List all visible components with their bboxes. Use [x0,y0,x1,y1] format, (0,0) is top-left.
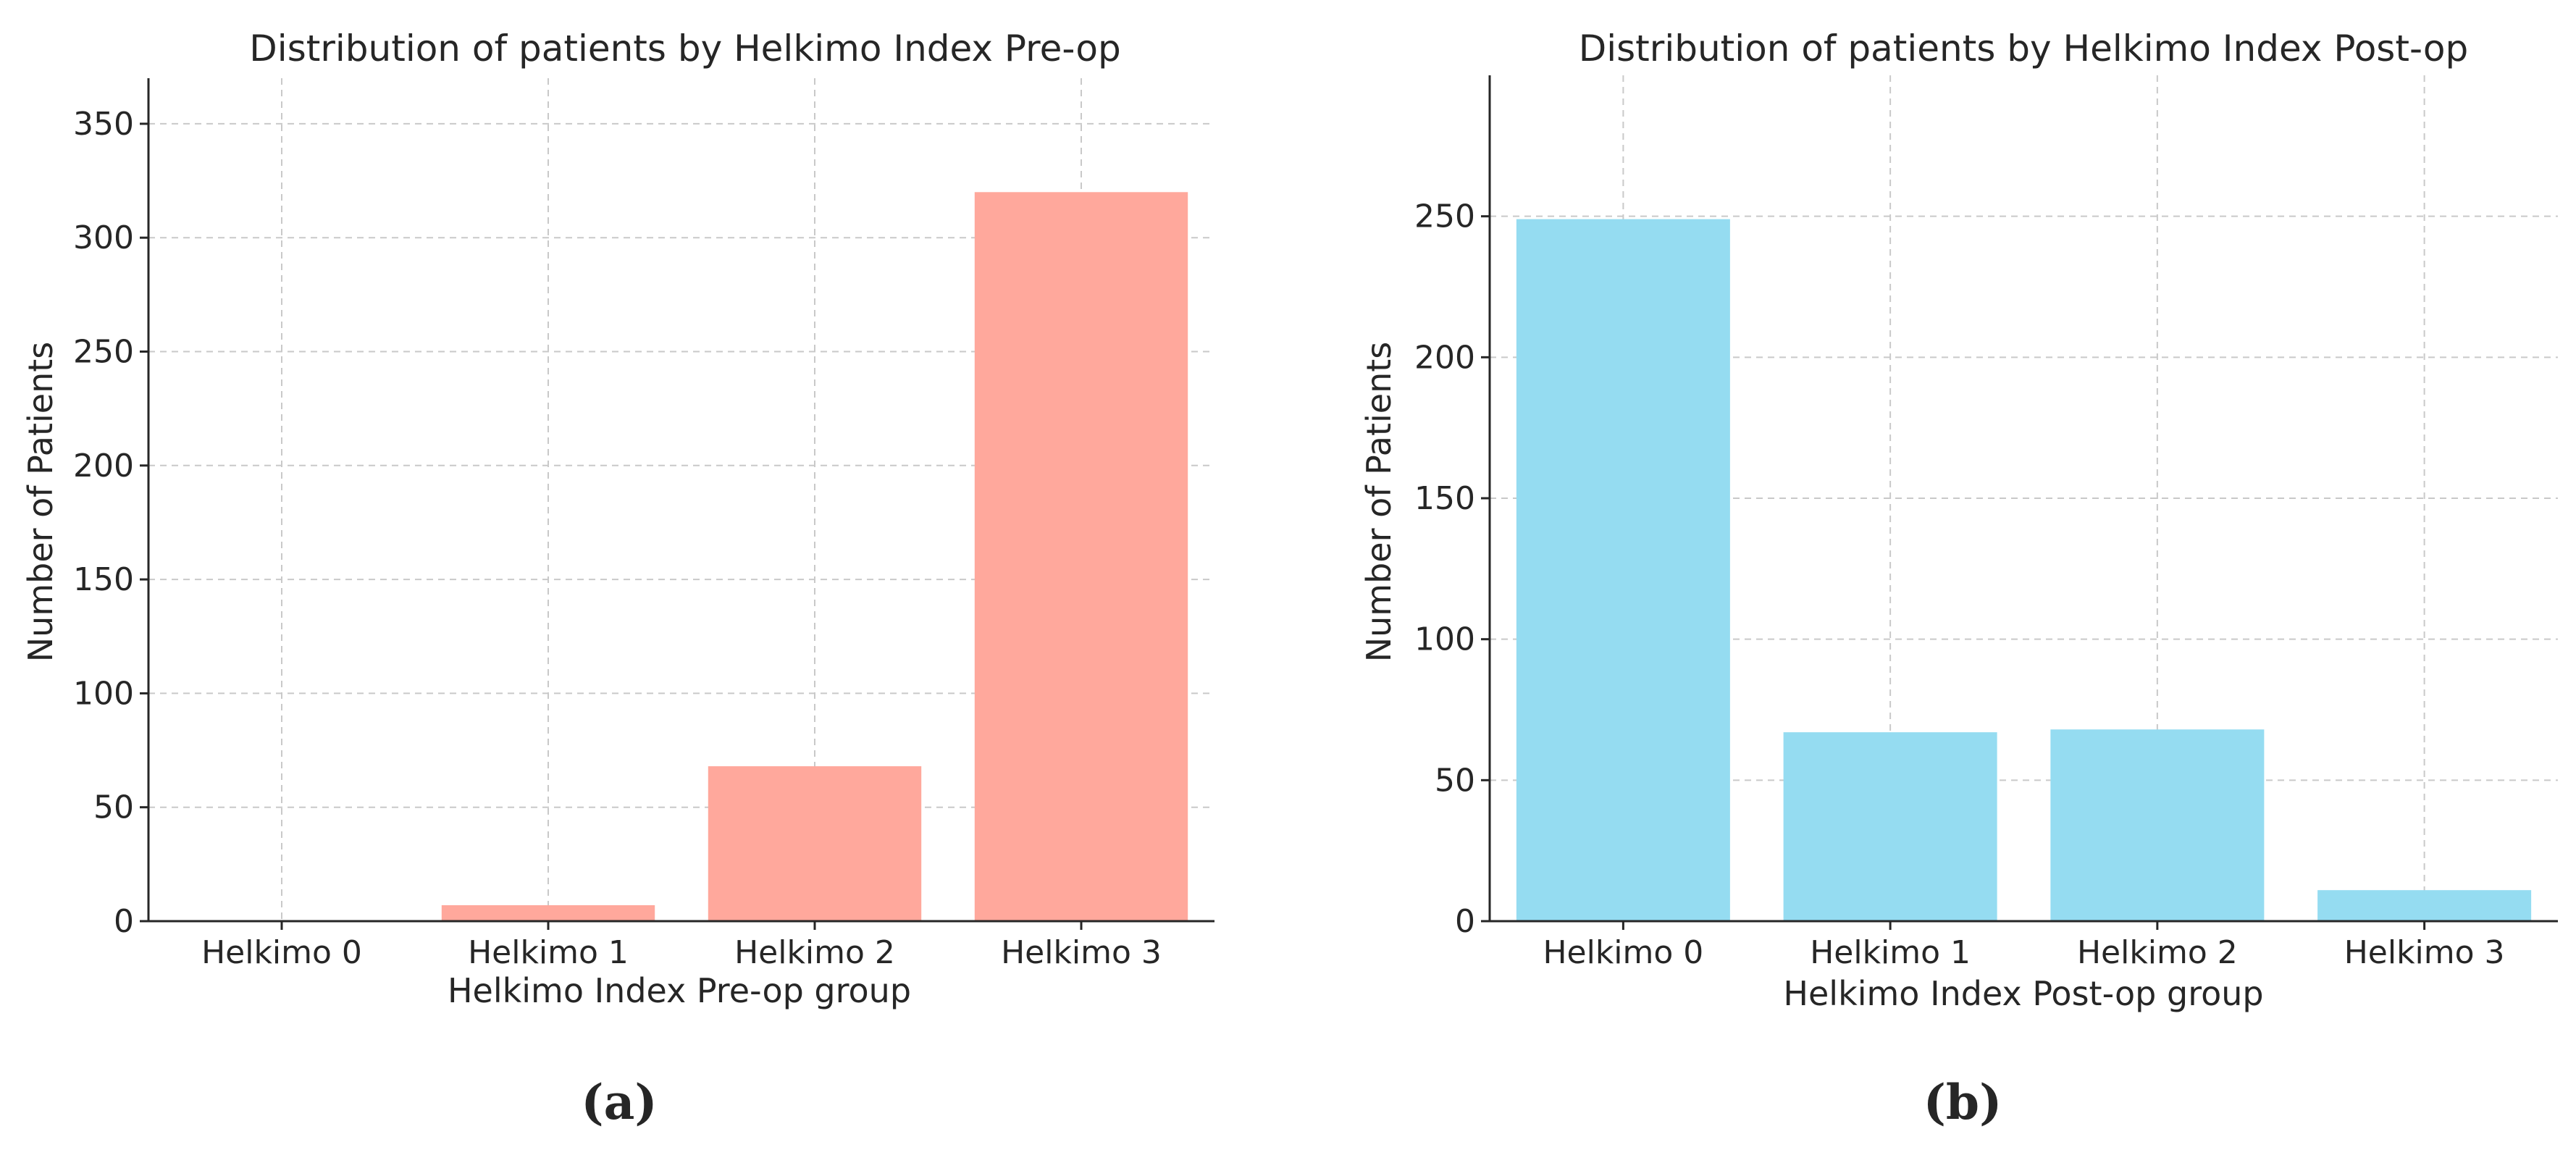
bars [441,192,1188,921]
x-tick-label: Helkimo 1 [1810,934,1971,971]
x-axis-label: Helkimo Index Post-op group [1783,974,2263,1013]
grid [148,78,1214,922]
x-tick-label: Helkimo 2 [2077,934,2238,971]
y-ticks: 0 50 100 150 200 250 [1414,198,1490,940]
panel-label: (b) [1923,1074,2002,1130]
bars [1516,219,2532,921]
x-axis-label: Helkimo Index Pre-op group [448,971,911,1010]
y-axis-label: Number of Patients [1359,342,1398,663]
x-tick-label: Helkimo 0 [201,934,362,971]
y-tick-label: 150 [1414,480,1475,517]
y-tick-label: 100 [1414,621,1475,658]
y-tick-label: 100 [73,675,134,712]
chart-title: Distribution of patients by Helkimo Inde… [249,28,1120,70]
panel-label: (a) [581,1074,657,1130]
y-ticks: 0 50 100 150 200 250 300 350 [73,106,148,940]
y-tick-label: 150 [73,561,134,598]
y-tick-label: 250 [1414,198,1475,235]
bar-helkimo-0 [1516,219,1730,921]
x-tick-label: Helkimo 1 [468,934,629,971]
y-tick-label: 50 [1435,762,1475,799]
x-tick-label: Helkimo 2 [734,934,895,971]
chart-post-op: Distribution of patients by Helkimo Inde… [1359,28,2558,1130]
y-tick-label: 300 [73,219,134,256]
y-tick-label: 200 [73,448,134,484]
bar-helkimo-1 [441,905,655,921]
x-tick-label: Helkimo 3 [2344,934,2505,971]
y-tick-label: 50 [93,789,134,826]
y-tick-label: 250 [73,334,134,371]
bar-helkimo-2 [708,766,922,921]
axes [147,78,1214,923]
y-tick-label: 0 [1455,903,1475,940]
x-tick-label: Helkimo 0 [1543,934,1703,971]
chart-pre-op: Distribution of patients by Helkimo Inde… [21,28,1214,1130]
x-ticks: Helkimo 0 Helkimo 1 Helkimo 2 Helkimo 3 [1543,921,2505,971]
bar-helkimo-1 [1783,732,1997,921]
x-tick-label: Helkimo 3 [1001,934,1162,971]
bar-helkimo-2 [2050,729,2265,921]
x-ticks: Helkimo 0 Helkimo 1 Helkimo 2 Helkimo 3 [201,921,1162,971]
y-tick-label: 200 [1414,339,1475,376]
y-tick-label: 350 [73,106,134,143]
y-tick-label: 0 [114,903,134,940]
y-axis-label: Number of Patients [21,342,60,663]
chart-title: Distribution of patients by Helkimo Inde… [1579,28,2469,70]
bar-helkimo-3 [2317,890,2532,921]
bar-helkimo-3 [974,192,1188,921]
